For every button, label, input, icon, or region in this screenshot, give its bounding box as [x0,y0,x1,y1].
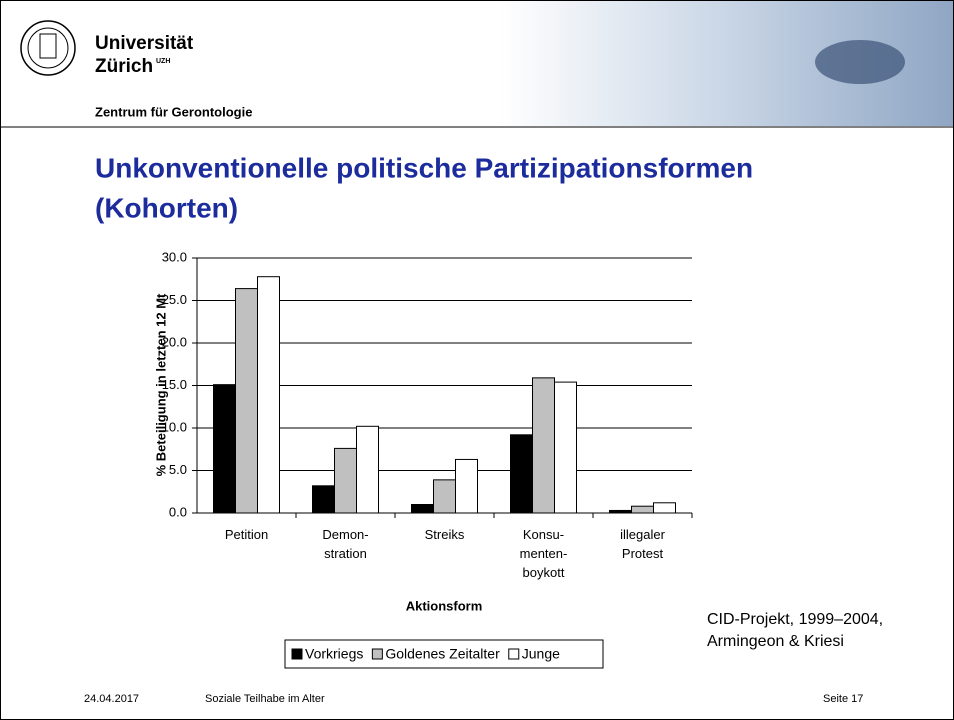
legend-label: Vorkriegs [305,646,363,662]
source: CID-Projekt, 1999–2004, [707,611,883,628]
bar [631,505,654,514]
title: Unkonventionelle politische Partizipatio… [95,152,753,183]
eye-shape [815,40,905,84]
bar [653,502,676,514]
city-mark: UZH [156,58,170,65]
y-tick-label: 10.0 [162,419,187,434]
bar [433,479,456,514]
institute: Zentrum für Gerontologie [95,104,252,119]
x-tick-label: Demon-stration [322,527,368,561]
y-tick-label: 15.0 [162,377,187,392]
bar [257,276,280,514]
legend-label: Goldenes Zeitalter [385,646,500,662]
bar [356,425,379,514]
footer-topic: Soziale Teilhabe im Alter [205,693,325,705]
y-axis-label: % Beteiligung in letzten 12 Mt [153,293,168,476]
bar [213,384,236,514]
legend-label: Junge [522,646,560,662]
x-tick-label: Petition [225,527,268,542]
x-axis-label: Aktionsform [406,598,483,613]
legend-swatch [291,648,303,660]
bar [411,504,434,514]
x-tick-label: Konsu-menten-boykott [520,527,568,580]
y-tick-label: 20.0 [162,334,187,349]
y-tick-label: 0.0 [169,504,187,519]
legend-swatch [371,648,383,660]
y-tick-label: 30.0 [162,249,187,264]
title: (Kohorten) [95,192,238,223]
logo [20,20,76,76]
logo-tower [39,33,57,59]
legend-box [284,639,604,669]
bar [455,458,478,514]
bar [235,288,258,514]
university: Universität [95,33,194,54]
bar [312,485,335,514]
bar [554,381,577,514]
bar [532,377,555,514]
city: Zürich [95,56,153,77]
bar [334,447,357,514]
x-tick-label: Streiks [425,527,465,542]
legend-swatch [508,648,520,660]
source: Armingeon & Kriesi [707,633,844,650]
footer-date: 24.04.2017 [84,693,139,705]
y-tick-label: 5.0 [169,462,187,477]
bar [510,434,533,514]
y-tick-label: 25.0 [162,292,187,307]
footer-page: Seite 17 [823,693,863,705]
logo-inner [27,27,69,69]
x-tick-label: illegaler Protest [620,527,665,561]
